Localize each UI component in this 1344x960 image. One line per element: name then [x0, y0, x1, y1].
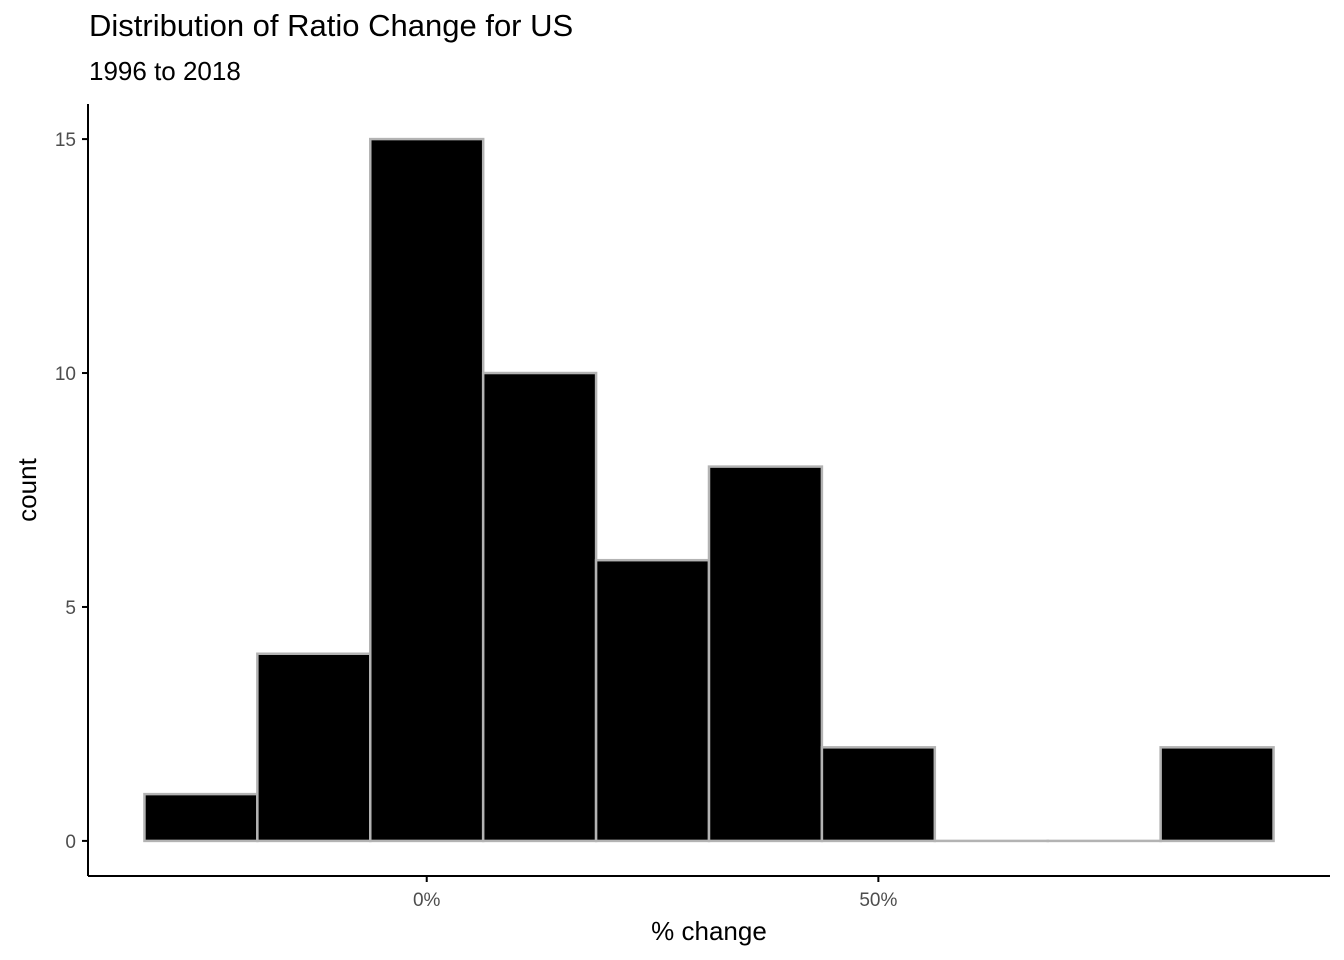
chart-subtitle: 1996 to 2018	[89, 56, 241, 86]
x-axis-ticks: 0% 50%	[413, 876, 897, 911]
x-tick-label: 50%	[859, 890, 897, 911]
histogram-bar	[707, 465, 824, 843]
histogram-bar	[369, 137, 485, 843]
x-axis-title: % change	[651, 916, 767, 946]
histogram-bar	[820, 746, 937, 843]
histogram-bar	[256, 652, 372, 843]
histogram-bar	[1159, 746, 1275, 843]
histogram-bar	[594, 558, 711, 843]
histogram-bars	[143, 137, 1275, 843]
y-tick-label: 0	[65, 832, 76, 853]
chart-title: Distribution of Ratio Change for US	[89, 8, 574, 43]
y-axis-ticks: 0 5 10 15	[55, 130, 88, 853]
histogram-bar	[143, 792, 259, 843]
histogram-bar	[481, 371, 598, 843]
y-axis-title: count	[12, 457, 42, 521]
y-tick-label: 10	[55, 364, 76, 385]
y-tick-label: 5	[65, 598, 76, 619]
x-tick-label: 0%	[413, 890, 441, 911]
y-tick-label: 15	[55, 130, 76, 151]
